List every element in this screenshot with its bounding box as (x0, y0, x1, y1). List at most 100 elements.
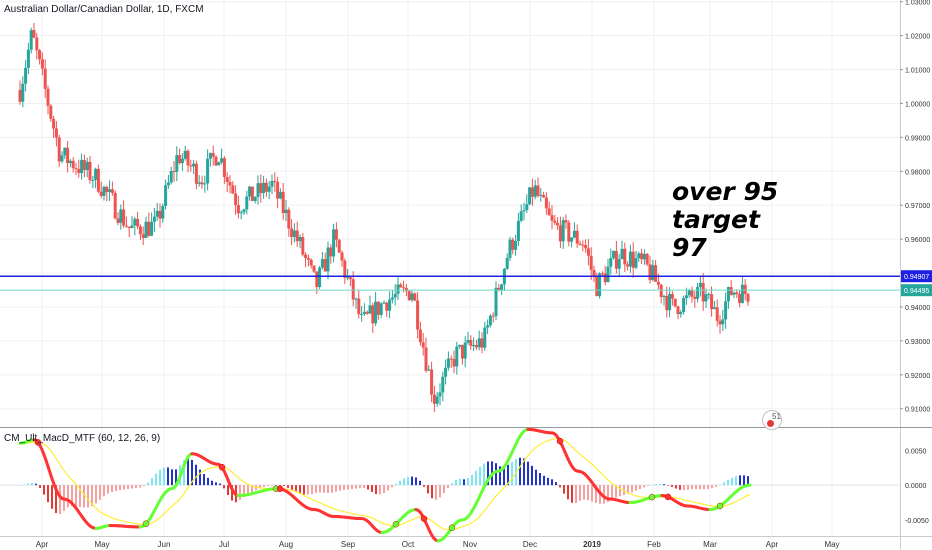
candle-body (259, 183, 263, 194)
histogram-bar (23, 484, 25, 486)
candle-body (648, 264, 652, 281)
histogram-bar (395, 483, 397, 486)
symbol-title[interactable]: Australian Dollar/Canadian Dollar, 1D, F… (4, 4, 204, 15)
candle-body (600, 273, 604, 275)
candle-body (732, 292, 736, 295)
histogram-bar (423, 485, 425, 487)
histogram-bar (507, 464, 509, 486)
candle-body (211, 152, 215, 157)
histogram-bar (67, 485, 69, 508)
time-tick-label: Jul (219, 540, 229, 549)
candle-body (665, 295, 669, 311)
candle-body (631, 251, 635, 268)
ideas-badge[interactable]: 51 (762, 410, 782, 430)
candle-body (474, 345, 478, 348)
candle-body (46, 88, 50, 106)
candle-body (668, 293, 672, 311)
histogram-bar (735, 476, 737, 486)
histogram-bar (551, 479, 553, 486)
candle-body (351, 279, 355, 300)
candle-body (603, 273, 607, 283)
histogram-bar (563, 485, 565, 494)
histogram-bar (279, 485, 281, 486)
candle-body (24, 67, 28, 84)
indicator-title[interactable]: CM_Ult_MacD_MTF (60, 12, 26, 9) (4, 433, 161, 444)
histogram-bar (167, 467, 169, 486)
candle-body (726, 287, 730, 302)
candle-body (32, 30, 36, 38)
time-tick-label: Jun (158, 540, 171, 549)
candle-body (637, 253, 641, 259)
time-tick-label: Feb (647, 540, 661, 549)
candle-body (239, 212, 243, 214)
candle-body (444, 367, 448, 377)
histogram-bar (143, 485, 145, 487)
candle-body (334, 229, 338, 240)
signal-line (20, 437, 751, 531)
candle-body (315, 271, 319, 287)
histogram-bar (147, 482, 149, 486)
histogram-bar (283, 485, 285, 487)
histogram-bar (743, 475, 745, 486)
histogram-bar (519, 457, 521, 486)
histogram-bar (239, 485, 241, 500)
candle-body (735, 292, 739, 295)
histogram-bar (627, 485, 629, 494)
histogram-bar (19, 485, 21, 486)
indicator-tick-label: -0.0050 (905, 518, 929, 525)
candle-body (166, 182, 170, 186)
histogram-bar (79, 485, 81, 507)
candle-body (77, 168, 81, 174)
candle-body (547, 208, 551, 216)
candle-body (144, 221, 148, 238)
histogram-bar (355, 485, 357, 489)
candle-body (488, 315, 492, 326)
candle-body (452, 359, 456, 367)
candle-body (435, 396, 439, 404)
candle-body (43, 68, 47, 89)
candle-body (696, 287, 700, 299)
price-tick-label: 0.98000 (905, 169, 930, 176)
histogram-bar (539, 473, 541, 486)
crossover-dot (664, 493, 672, 501)
histogram-bar (91, 485, 93, 507)
candle-body (200, 182, 204, 185)
candle-body (729, 287, 733, 295)
candle-body (544, 197, 548, 209)
candle-body (724, 301, 728, 320)
histogram-bar (595, 485, 597, 503)
histogram-bar (47, 485, 49, 503)
candle-body (651, 265, 655, 281)
candle-body (38, 50, 42, 60)
candle-body (172, 171, 176, 173)
histogram-bar (243, 485, 245, 498)
histogram-bar (403, 478, 405, 486)
histogram-bar (567, 485, 569, 500)
candle-body (446, 358, 450, 368)
candle-body (161, 205, 165, 219)
candle-body (71, 160, 75, 169)
histogram-bar (631, 485, 633, 493)
histogram-bar (159, 469, 161, 486)
badge-count: 51 (772, 412, 781, 421)
histogram-bar (447, 485, 449, 489)
histogram-bar (247, 485, 249, 495)
candle-body (194, 163, 198, 184)
candle-body (690, 290, 694, 297)
candle-body (360, 314, 364, 316)
candle-body (645, 253, 649, 265)
candle-body (175, 155, 179, 172)
histogram-bar (483, 463, 485, 486)
candle-body (407, 291, 411, 301)
candle-body (418, 329, 422, 343)
histogram-bar (171, 469, 173, 486)
candle-body (180, 158, 184, 164)
candle-body (379, 303, 383, 315)
histogram-bar (419, 480, 421, 486)
histogram-bar (359, 485, 361, 489)
text-annotation[interactable]: over 95 target 97 (672, 178, 872, 262)
price-tick-label: 0.99000 (905, 135, 930, 142)
candle-body (679, 312, 683, 315)
candle-body (598, 273, 602, 297)
